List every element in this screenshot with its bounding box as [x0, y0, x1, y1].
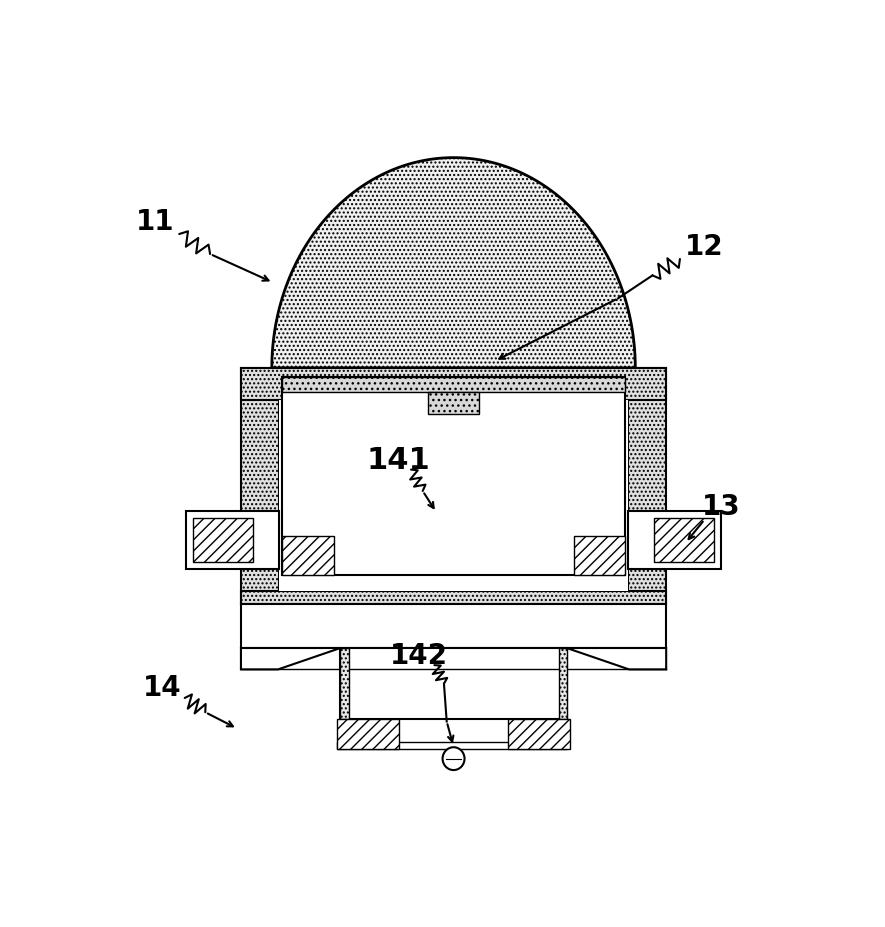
- Bar: [241, 368, 666, 400]
- Text: 142: 142: [390, 641, 449, 670]
- Polygon shape: [272, 158, 635, 368]
- Text: 12: 12: [685, 233, 723, 260]
- Text: 14: 14: [142, 674, 181, 702]
- Bar: [337, 719, 398, 749]
- Bar: [654, 518, 714, 563]
- Bar: [241, 603, 666, 648]
- Bar: [337, 742, 566, 749]
- Bar: [573, 536, 625, 575]
- Text: 11: 11: [136, 208, 174, 235]
- Bar: [186, 511, 279, 569]
- Bar: [341, 648, 566, 719]
- Bar: [341, 648, 349, 719]
- Bar: [241, 590, 666, 603]
- Bar: [427, 392, 480, 413]
- Bar: [282, 376, 625, 392]
- Text: 141: 141: [366, 447, 431, 476]
- Bar: [241, 368, 279, 603]
- Bar: [628, 511, 721, 569]
- Bar: [282, 536, 334, 575]
- Text: 13: 13: [702, 493, 741, 521]
- Bar: [558, 648, 566, 719]
- Circle shape: [442, 747, 465, 770]
- Bar: [193, 518, 253, 563]
- Bar: [628, 368, 666, 603]
- Polygon shape: [241, 648, 341, 669]
- Bar: [279, 400, 628, 590]
- Bar: [509, 719, 570, 749]
- Bar: [282, 376, 625, 575]
- Polygon shape: [566, 648, 666, 669]
